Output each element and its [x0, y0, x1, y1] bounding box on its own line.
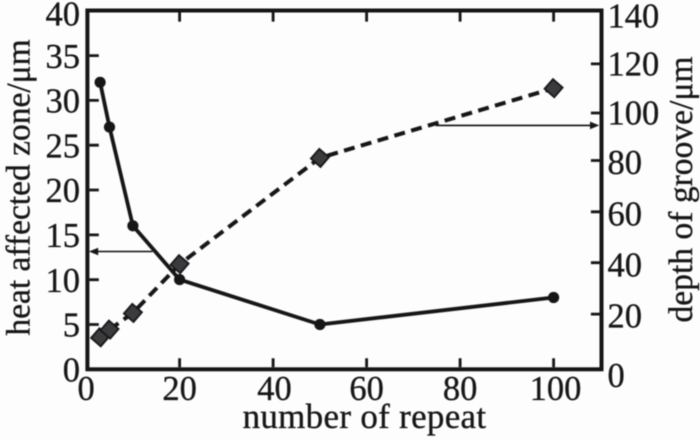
svg-text:140: 140 [608, 0, 660, 36]
svg-text:depth of groove/μm: depth of groove/μm [663, 56, 700, 322]
svg-text:0: 0 [63, 352, 80, 390]
svg-text:60: 60 [608, 196, 643, 234]
svg-text:20: 20 [162, 370, 197, 408]
svg-text:40: 40 [608, 247, 643, 285]
svg-text:40: 40 [46, 0, 81, 34]
svg-text:20: 20 [46, 172, 81, 210]
svg-text:10: 10 [46, 262, 81, 300]
svg-text:80: 80 [443, 370, 478, 408]
svg-text:35: 35 [46, 38, 81, 76]
svg-text:100: 100 [608, 95, 660, 133]
svg-text:15: 15 [46, 217, 81, 255]
svg-text:25: 25 [46, 127, 81, 165]
svg-text:30: 30 [46, 83, 81, 121]
svg-text:5: 5 [63, 307, 80, 345]
svg-text:80: 80 [608, 144, 643, 182]
svg-text:20: 20 [608, 298, 643, 336]
svg-text:number of repeat: number of repeat [243, 397, 487, 436]
svg-text:heat affected zone/μm: heat affected zone/μm [1, 39, 38, 335]
svg-text:120: 120 [608, 45, 660, 83]
svg-text:0: 0 [608, 357, 625, 395]
svg-text:0: 0 [77, 370, 94, 408]
svg-text:60: 60 [349, 370, 384, 408]
svg-text:100: 100 [530, 370, 582, 408]
svg-text:40: 40 [257, 370, 292, 408]
